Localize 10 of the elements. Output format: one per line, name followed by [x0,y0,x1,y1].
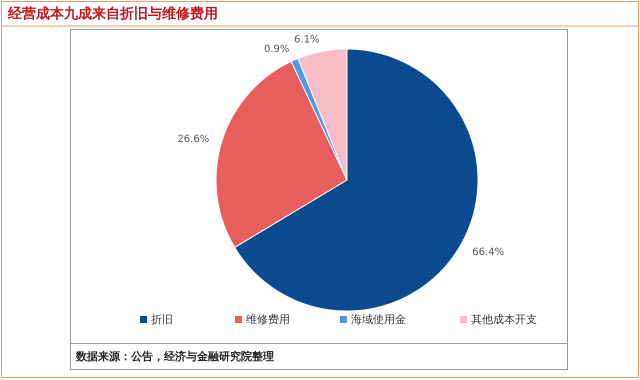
data-label: 66.4% [472,246,504,258]
legend-label: 维修费用 [246,313,290,326]
legend-label: 其他成本开支 [471,313,537,326]
chart-title: 经营成本九成来自折旧与维修费用 [7,5,218,22]
legend-label: 折旧 [151,313,173,326]
legend-label: 海域使用金 [351,313,406,326]
data-label: 6.1% [294,34,320,46]
data-label: 26.6% [177,134,210,146]
data-label: 0.9% [264,44,290,56]
source-note: 数据来源：公告，经济与金融研究院整理 [75,350,274,363]
